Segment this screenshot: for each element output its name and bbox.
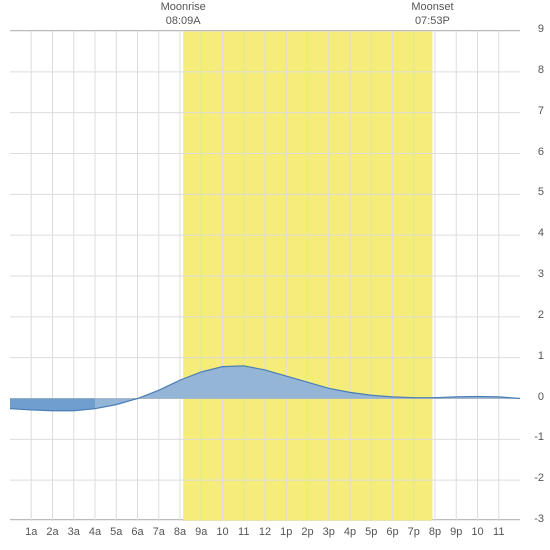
x-tick-label: 7a [149, 526, 169, 538]
y-tick-label: 7 [524, 105, 544, 117]
chart-svg [10, 31, 520, 521]
x-tick-label: 1a [21, 526, 41, 538]
x-tick-label: 11 [489, 526, 509, 538]
y-tick-label: -1 [524, 431, 544, 443]
x-tick-label: 5p [361, 526, 381, 538]
x-tick-label: 9a [191, 526, 211, 538]
moonrise-title: Moonrise [155, 0, 211, 14]
x-tick-label: 10 [468, 526, 488, 538]
x-tick-label: 8a [170, 526, 190, 538]
x-tick-label: 2p [298, 526, 318, 538]
moonset-title: Moonset [404, 0, 460, 14]
moonrise-label: Moonrise 08:09A [155, 0, 211, 29]
y-tick-label: -2 [524, 472, 544, 484]
x-tick-label: 7p [404, 526, 424, 538]
x-tick-label: 11 [234, 526, 254, 538]
x-tick-label: 10 [213, 526, 233, 538]
x-tick-label: 3a [64, 526, 84, 538]
y-tick-label: 1 [524, 350, 544, 362]
x-tick-label: 9p [446, 526, 466, 538]
y-tick-label: 4 [524, 227, 544, 239]
plot-area [10, 30, 520, 520]
y-tick-label: 2 [524, 309, 544, 321]
y-tick-label: 5 [524, 186, 544, 198]
x-tick-label: 4a [85, 526, 105, 538]
x-tick-label: 2a [43, 526, 63, 538]
y-tick-label: 6 [524, 146, 544, 158]
y-tick-label: 0 [524, 391, 544, 403]
x-tick-label: 6a [128, 526, 148, 538]
x-tick-label: 8p [425, 526, 445, 538]
moonrise-time: 08:09A [155, 14, 211, 28]
x-tick-label: 4p [340, 526, 360, 538]
x-tick-label: 1p [276, 526, 296, 538]
moonset-label: Moonset 07:53P [404, 0, 460, 29]
y-tick-label: -3 [524, 513, 544, 525]
x-tick-label: 6p [383, 526, 403, 538]
x-tick-label: 3p [319, 526, 339, 538]
y-tick-label: 9 [524, 23, 544, 35]
tide-chart: Moonrise 08:09A Moonset 07:53P -3-2-1012… [0, 0, 550, 550]
x-tick-label: 5a [106, 526, 126, 538]
y-tick-label: 3 [524, 268, 544, 280]
moonset-time: 07:53P [404, 14, 460, 28]
y-tick-label: 8 [524, 64, 544, 76]
x-tick-label: 12 [255, 526, 275, 538]
